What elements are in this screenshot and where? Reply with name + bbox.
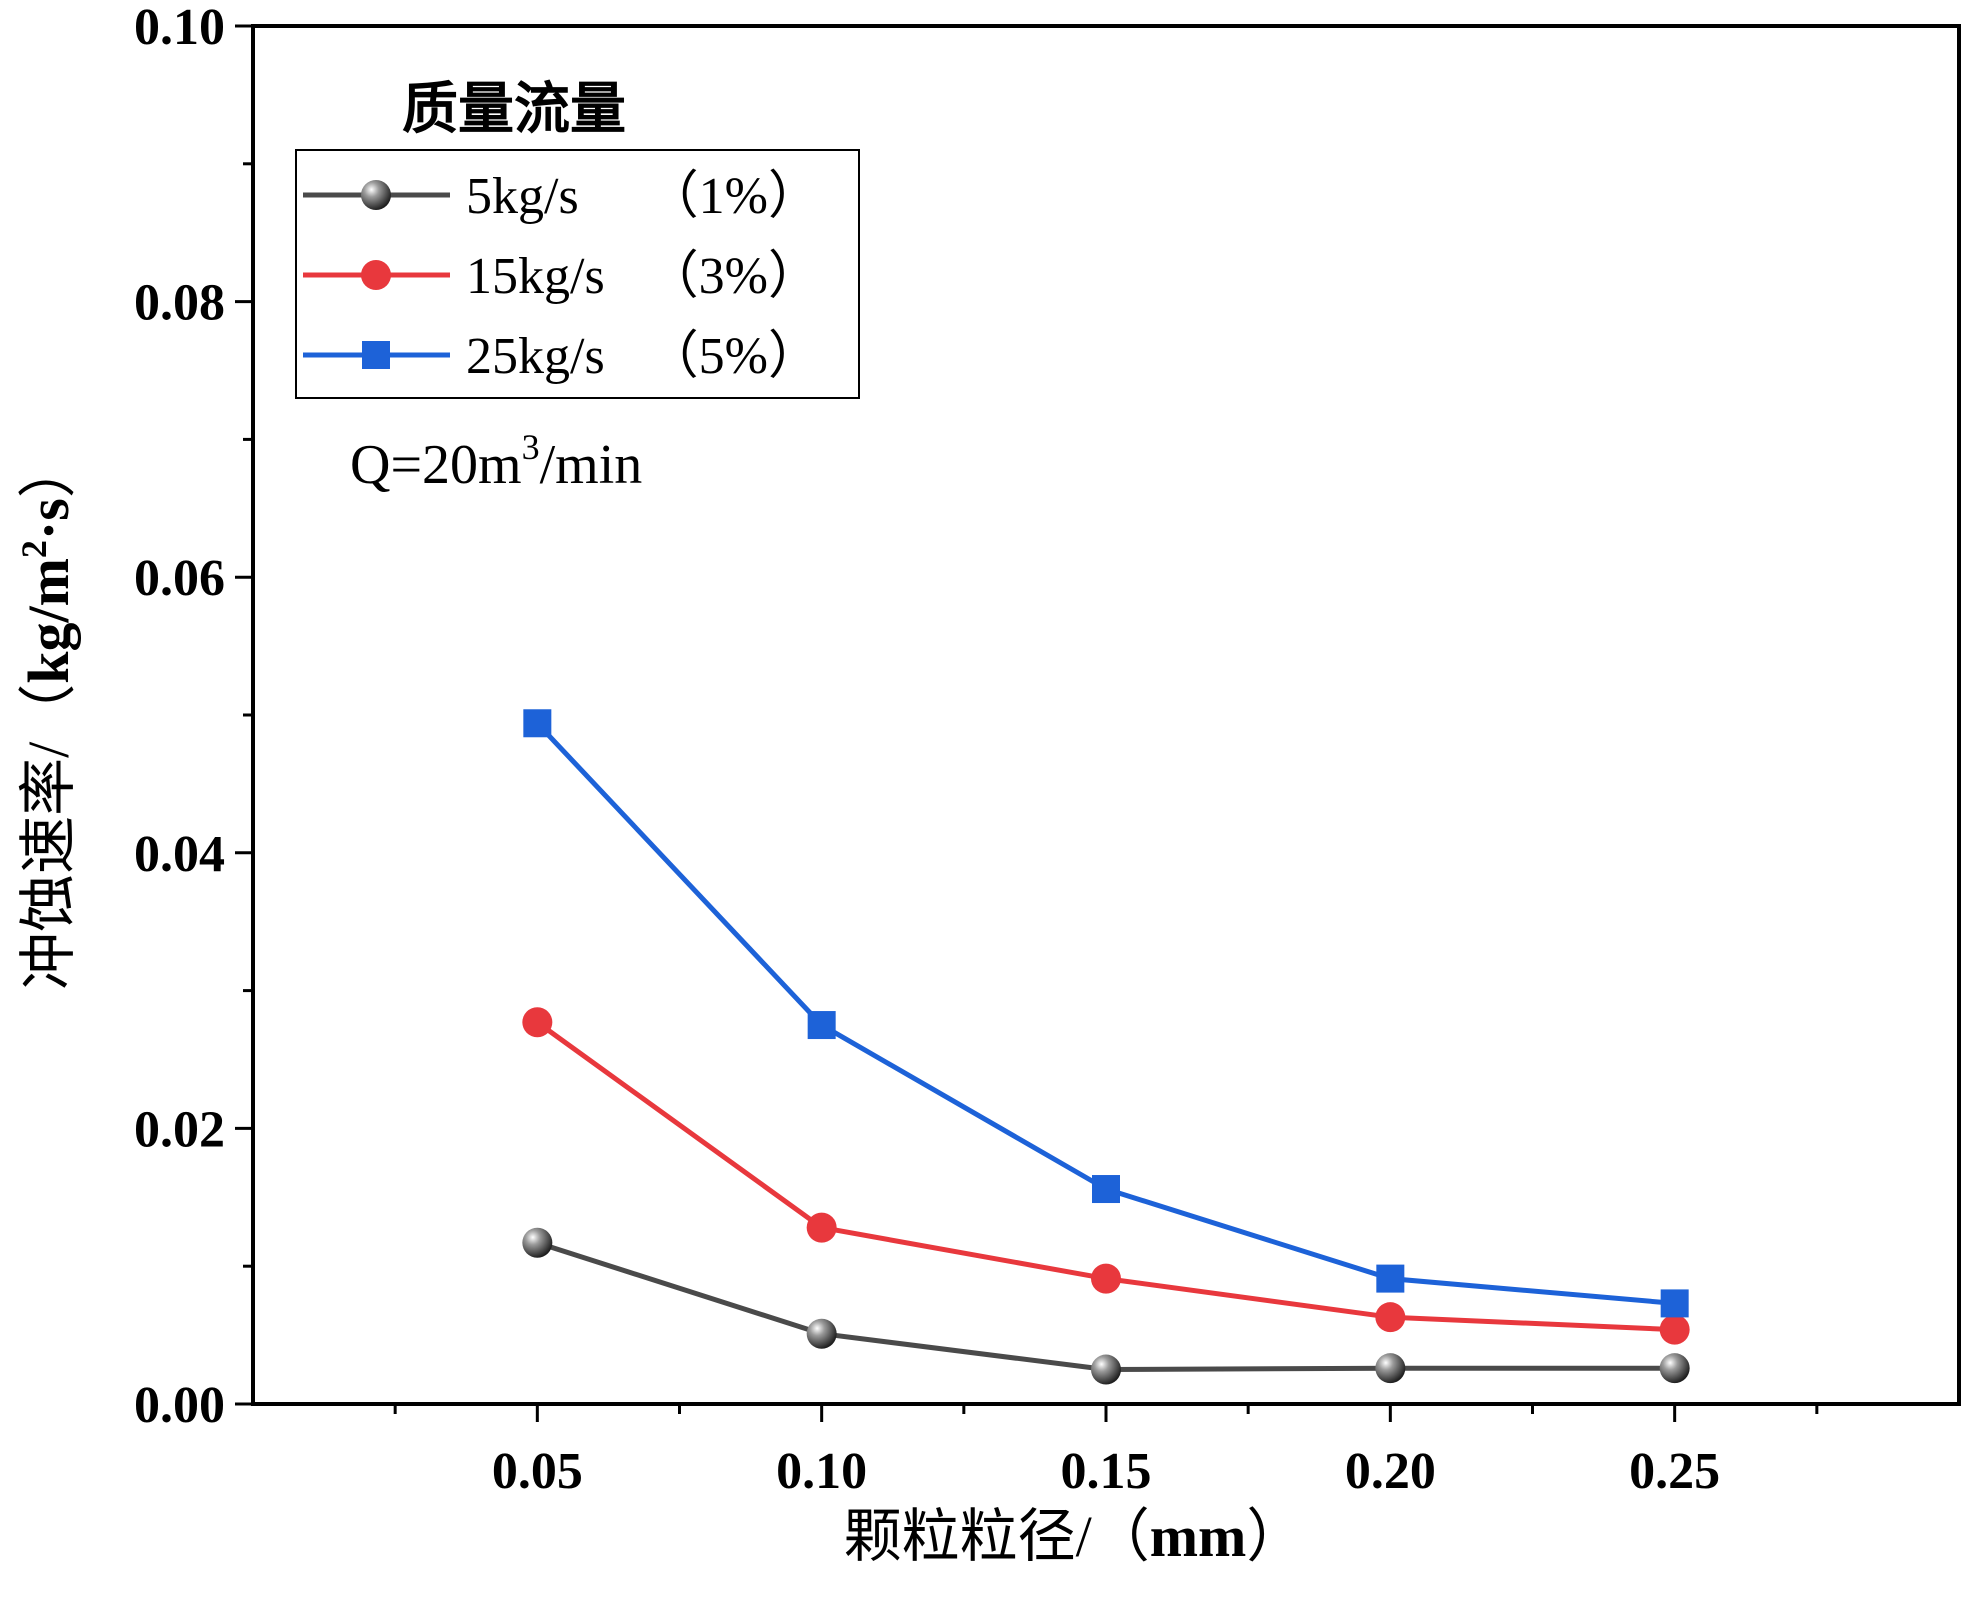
data-point-marker bbox=[806, 1212, 837, 1243]
legend-label: 15kg/s bbox=[466, 248, 605, 305]
legend-item: 15kg/s （3%） bbox=[303, 248, 820, 305]
x-axis-title-cn: 颗粒粒径/（ bbox=[844, 1504, 1150, 1569]
y-tick-label: 0.08 bbox=[134, 275, 225, 332]
y-axis-title-sup: 2 bbox=[14, 540, 54, 558]
x-axis-title-close: ） bbox=[1246, 1504, 1304, 1569]
data-point-marker bbox=[806, 1318, 837, 1349]
legend-label: 25kg/s bbox=[466, 328, 605, 385]
x-tick-label: 0.05 bbox=[492, 1443, 583, 1500]
legend-percent: （1%） bbox=[647, 168, 820, 225]
y-axis-title-close: ） bbox=[16, 440, 81, 498]
x-axis-title: 颗粒粒径/（mm） bbox=[844, 1504, 1305, 1569]
legend-items: 5kg/s （1%） 15kg/s （3%） 25kg/s （5%） bbox=[303, 168, 820, 385]
x-tick-label: 0.20 bbox=[1345, 1443, 1436, 1500]
legend-title: 质量流量 bbox=[402, 79, 626, 141]
data-point-marker bbox=[1092, 1175, 1120, 1204]
data-point-marker bbox=[361, 260, 391, 290]
y-tick-label: 0.00 bbox=[134, 1377, 225, 1434]
y-tick-label: 0.06 bbox=[134, 550, 225, 607]
data-point-marker bbox=[362, 341, 390, 369]
legend-item: 25kg/s （5%） bbox=[303, 328, 820, 385]
flow-annotation-prefix: Q=20m bbox=[350, 434, 522, 496]
data-point-marker bbox=[1375, 1353, 1406, 1384]
data-point-marker bbox=[807, 1011, 836, 1040]
series-5kg/s bbox=[522, 1227, 1690, 1385]
data-point-marker bbox=[1660, 1289, 1689, 1318]
y-axis-title-unit2: ·s bbox=[16, 498, 81, 540]
x-tick-label: 0.10 bbox=[776, 1443, 867, 1500]
series-line bbox=[535, 721, 1675, 1306]
legend-percent: （3%） bbox=[647, 248, 820, 305]
y-tick-label: 0.02 bbox=[134, 1101, 225, 1158]
x-tick-label: 0.15 bbox=[1061, 1443, 1152, 1500]
y-axis-title-cn: 冲蚀速率/（ bbox=[16, 684, 81, 990]
data-point-marker bbox=[1375, 1302, 1406, 1333]
legend-percent: （5%） bbox=[647, 328, 820, 385]
series-25kg/s bbox=[523, 709, 1689, 1318]
y-axis-title-unit: kg/m bbox=[16, 558, 81, 684]
x-axis-title-unit: mm bbox=[1150, 1504, 1247, 1569]
data-point-marker bbox=[1376, 1264, 1405, 1293]
data-point-marker bbox=[1091, 1263, 1121, 1294]
data-point-marker bbox=[522, 1007, 553, 1038]
data-point-marker bbox=[1659, 1353, 1690, 1384]
series-line bbox=[536, 1240, 1675, 1372]
data-point-marker bbox=[523, 709, 552, 738]
legend-label: 5kg/s bbox=[466, 168, 579, 225]
y-tick-label: 0.10 bbox=[134, 0, 225, 56]
y-tick-label: 0.04 bbox=[134, 826, 225, 883]
data-point-marker bbox=[361, 180, 391, 210]
axis-ticks: 0.00 0.02 0.04 0.06 0.08 0.10 0.05 0.10 0.15 0.20… bbox=[134, 0, 1819, 1500]
data-point-marker bbox=[522, 1227, 553, 1258]
flow-annotation-suffix: /min bbox=[540, 434, 643, 496]
x-tick-label: 0.25 bbox=[1629, 1443, 1720, 1500]
series-layer bbox=[522, 709, 1690, 1385]
data-point-marker bbox=[1659, 1314, 1690, 1345]
flow-annotation-sup: 3 bbox=[522, 427, 540, 467]
data-point-marker bbox=[1091, 1354, 1121, 1385]
series-15kg/s bbox=[522, 1007, 1690, 1345]
legend-item: 5kg/s （1%） bbox=[303, 168, 820, 225]
flow-annotation: Q=20m3/min bbox=[350, 427, 642, 496]
y-axis-title: 冲蚀速率/（kg/m2·s） bbox=[14, 440, 81, 990]
